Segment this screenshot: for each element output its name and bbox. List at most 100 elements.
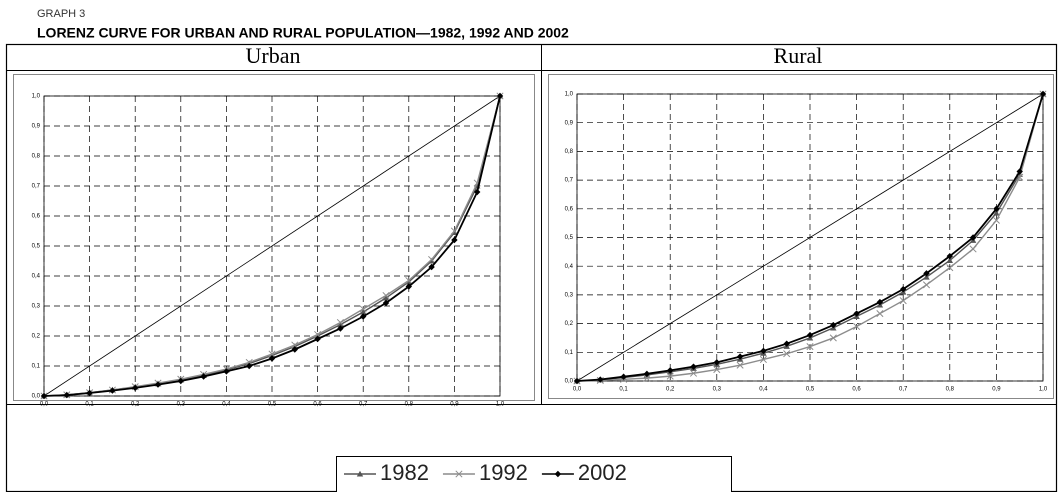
data-point bbox=[876, 298, 884, 306]
data-point bbox=[1039, 90, 1047, 98]
data-point bbox=[993, 209, 1000, 216]
data-point bbox=[666, 372, 674, 380]
y-tick-label: 0,2 bbox=[32, 334, 41, 340]
x-tick-label: 0,7 bbox=[359, 402, 368, 408]
x-tick-label: 0,1 bbox=[85, 402, 94, 408]
graph-label: GRAPH 3 bbox=[37, 8, 85, 20]
data-point bbox=[360, 313, 367, 320]
data-point bbox=[946, 252, 953, 260]
data-point bbox=[496, 92, 504, 100]
panel-title: Urban bbox=[246, 43, 301, 68]
data-point bbox=[899, 297, 907, 305]
data-point bbox=[337, 321, 344, 328]
data-point bbox=[474, 188, 481, 196]
data-point bbox=[405, 276, 413, 285]
data-point bbox=[1016, 168, 1023, 175]
data-point bbox=[337, 325, 344, 332]
legend-label: 1992 bbox=[479, 460, 528, 485]
y-tick-label: 0,1 bbox=[32, 364, 41, 370]
x-tick-label: 0,2 bbox=[131, 402, 140, 408]
data-point bbox=[268, 355, 276, 362]
data-point bbox=[923, 273, 930, 280]
data-point bbox=[428, 255, 436, 264]
data-point bbox=[853, 310, 860, 317]
data-point bbox=[40, 392, 48, 400]
y-tick-label: 1,0 bbox=[32, 94, 41, 100]
data-point bbox=[405, 278, 412, 285]
legend-label: 2002 bbox=[578, 460, 627, 485]
data-point bbox=[360, 308, 367, 315]
y-tick-label: 0,0 bbox=[565, 379, 574, 385]
data-point bbox=[853, 322, 861, 331]
legend-label: 1982 bbox=[380, 460, 429, 485]
graph-title: LORENZ CURVE FOR URBAN AND RURAL POPULAT… bbox=[37, 25, 569, 41]
x-tick-label: 0,6 bbox=[313, 402, 322, 408]
y-tick-label: 0,7 bbox=[32, 184, 41, 190]
data-point bbox=[314, 330, 322, 339]
data-point bbox=[405, 283, 412, 290]
data-point bbox=[946, 264, 954, 272]
y-tick-label: 0,3 bbox=[32, 304, 41, 310]
data-point bbox=[246, 362, 253, 370]
data-point bbox=[314, 335, 321, 343]
data-point bbox=[291, 346, 298, 353]
data-point bbox=[876, 310, 884, 318]
y-tick-label: 0,6 bbox=[565, 206, 574, 212]
x-tick-label: 0,3 bbox=[177, 402, 186, 408]
x-tick-label: 0,5 bbox=[806, 387, 815, 393]
data-point bbox=[154, 381, 162, 388]
data-point bbox=[620, 373, 627, 380]
x-tick-label: 0,2 bbox=[666, 387, 675, 393]
data-point bbox=[573, 377, 581, 385]
y-tick-label: 0,9 bbox=[565, 120, 574, 126]
data-point bbox=[969, 245, 977, 253]
equality-line bbox=[43, 95, 501, 397]
data-point bbox=[736, 353, 744, 360]
data-point bbox=[428, 263, 435, 271]
data-point bbox=[690, 363, 697, 370]
data-point bbox=[86, 389, 93, 397]
data-point bbox=[428, 257, 435, 264]
data-point bbox=[63, 391, 70, 399]
x-tick-label: 0,0 bbox=[40, 402, 49, 408]
x-tick-label: 0,4 bbox=[222, 402, 231, 408]
equality-line bbox=[576, 93, 1044, 382]
y-tick-label: 0,8 bbox=[32, 154, 41, 160]
x-tick-label: 0,9 bbox=[992, 387, 1001, 393]
data-point bbox=[291, 341, 299, 349]
x-tick-label: 0,8 bbox=[405, 402, 414, 408]
data-point bbox=[713, 365, 721, 374]
y-tick-label: 0,5 bbox=[32, 244, 41, 250]
data-point bbox=[200, 373, 207, 380]
data-point bbox=[451, 236, 458, 244]
data-point bbox=[806, 331, 814, 339]
data-point bbox=[830, 321, 837, 329]
legend-marker bbox=[554, 470, 562, 478]
data-point bbox=[643, 370, 651, 378]
data-point bbox=[336, 318, 344, 327]
y-tick-label: 0,4 bbox=[565, 264, 574, 270]
x-tick-label: 0,6 bbox=[852, 387, 861, 393]
legend-marker bbox=[455, 470, 463, 478]
legend-marker bbox=[356, 470, 364, 477]
data-point bbox=[806, 343, 814, 351]
data-point bbox=[177, 377, 184, 385]
x-tick-label: 0,7 bbox=[899, 387, 908, 393]
data-point bbox=[969, 234, 977, 241]
y-tick-label: 0,1 bbox=[565, 350, 574, 356]
data-point bbox=[829, 334, 837, 342]
y-tick-label: 1,0 bbox=[565, 92, 574, 98]
legend-frame bbox=[336, 456, 732, 492]
data-point bbox=[268, 350, 276, 358]
data-point bbox=[359, 305, 367, 313]
data-point bbox=[450, 227, 458, 235]
y-tick-label: 0,8 bbox=[565, 149, 574, 155]
x-tick-label: 1,0 bbox=[1039, 387, 1048, 393]
data-point bbox=[223, 368, 230, 375]
data-point bbox=[922, 281, 931, 289]
data-point bbox=[382, 299, 390, 307]
data-point bbox=[713, 359, 720, 366]
x-tick-label: 0,5 bbox=[268, 402, 277, 408]
chart-frame bbox=[548, 74, 1054, 399]
